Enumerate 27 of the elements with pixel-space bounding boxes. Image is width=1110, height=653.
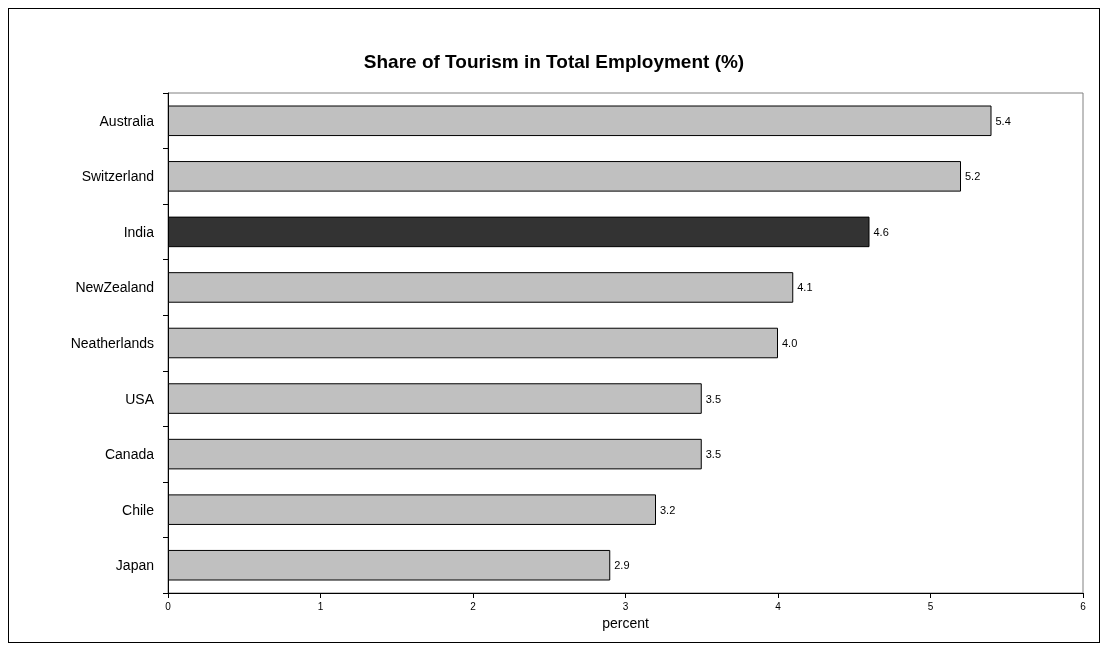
x-tick-label: 4 [775, 600, 782, 612]
x-tick-label: 3 [622, 600, 629, 612]
x-tick-label: 5 [927, 600, 934, 612]
y-tick-label: NewZealand [75, 279, 154, 296]
data-label: 4.6 [873, 225, 889, 238]
data-label: 2.9 [614, 559, 630, 572]
y-tick-label: Canada [104, 446, 155, 463]
y-tick-label: India [123, 223, 155, 240]
data-label: 4.0 [782, 337, 798, 349]
data-label: 3.5 [705, 392, 722, 405]
data-label: 3.5 [705, 448, 722, 461]
x-tick-label: 1 [317, 600, 324, 612]
y-tick-label: Switzerland [81, 168, 154, 185]
x-tick-label: 2 [470, 600, 477, 612]
y-tick-label: USA [125, 390, 155, 407]
y-tick-label: Neatherlands [70, 335, 154, 351]
x-tick-label: 6 [1080, 600, 1087, 612]
data-label: 3.2 [660, 503, 676, 516]
data-label: 5.2 [965, 170, 981, 183]
data-label: 4.1 [797, 281, 813, 294]
x-axis-title: percent [602, 614, 649, 631]
y-tick-label: Chile [122, 501, 155, 518]
chart-title: Share of Tourism in Total Employment (%) [363, 51, 745, 72]
y-tick-label: Japan [115, 557, 154, 574]
x-tick-label: 0 [165, 600, 172, 612]
y-tick-label: Australia [99, 112, 155, 129]
data-label: 5.4 [995, 114, 1011, 127]
